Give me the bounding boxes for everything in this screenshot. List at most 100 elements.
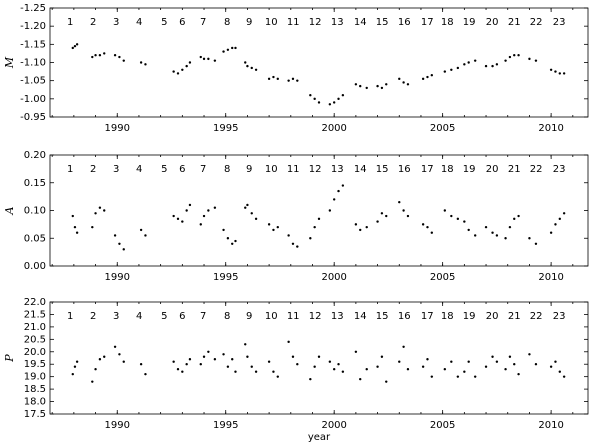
x-tick-label: 1995	[213, 272, 238, 283]
data-point	[296, 79, 299, 82]
data-point	[426, 358, 429, 361]
data-point	[517, 214, 520, 218]
data-point	[73, 365, 77, 368]
data-point	[426, 225, 429, 229]
cycle-label: 2	[90, 311, 96, 322]
data-point	[443, 209, 447, 212]
data-point	[144, 234, 147, 237]
cycle-label: 4	[136, 311, 142, 322]
data-point	[430, 74, 434, 77]
data-point	[287, 234, 290, 237]
data-point	[199, 223, 202, 226]
data-point	[222, 50, 225, 53]
cycle-label: 22	[530, 311, 543, 322]
data-point	[562, 72, 566, 75]
data-point	[398, 77, 401, 81]
data-point	[473, 59, 477, 62]
x-tick-label: 2005	[430, 272, 455, 283]
cycle-label: 10	[265, 311, 278, 322]
data-point	[71, 214, 74, 218]
cycle-label: 23	[553, 164, 566, 175]
data-point	[313, 97, 316, 101]
data-point	[528, 237, 531, 240]
data-point	[430, 231, 434, 234]
cycle-label: 11	[287, 17, 300, 28]
data-point	[188, 358, 192, 361]
data-point	[421, 223, 425, 226]
data-point	[213, 59, 217, 62]
y-tick-label: 21.0	[24, 322, 46, 333]
data-point	[139, 61, 143, 64]
data-point	[113, 345, 117, 348]
data-point	[450, 68, 453, 71]
y-tick-label: 20.5	[24, 334, 46, 345]
data-point	[94, 368, 97, 371]
cycle-label: 7	[200, 17, 206, 28]
data-point	[558, 217, 561, 221]
data-point	[513, 54, 516, 57]
data-point	[317, 355, 321, 358]
data-point	[246, 64, 249, 68]
cycle-label: 12	[309, 311, 322, 322]
data-point	[380, 212, 384, 215]
data-point	[554, 70, 557, 73]
data-point	[246, 203, 249, 207]
data-point	[172, 360, 175, 363]
cycle-label: 10	[265, 164, 278, 175]
cycle-label: 8	[224, 164, 230, 175]
data-point	[118, 353, 121, 356]
data-point	[380, 86, 384, 90]
y-tick-label: -1.15	[20, 39, 46, 50]
data-point	[91, 380, 94, 383]
data-point	[202, 214, 206, 218]
cycle-label: 12	[309, 164, 322, 175]
data-point	[558, 72, 561, 75]
cycle-label: 19	[463, 311, 476, 322]
cycle-label: 19	[463, 17, 476, 28]
y-tick-label: 22.0	[24, 297, 46, 308]
data-point	[562, 375, 566, 378]
data-point	[504, 59, 507, 62]
cycle-label: 18	[441, 164, 454, 175]
data-point	[332, 101, 336, 104]
data-point	[144, 372, 147, 376]
cycle-label: 7	[200, 164, 206, 175]
data-point	[73, 44, 77, 48]
x-tick-label: 1990	[105, 123, 130, 134]
cycle-label: 17	[421, 164, 434, 175]
data-point	[495, 234, 499, 237]
data-point	[332, 368, 336, 371]
data-point	[398, 200, 401, 204]
data-point	[421, 365, 425, 368]
data-point	[207, 350, 210, 353]
data-point	[139, 363, 143, 366]
data-point	[181, 370, 184, 373]
cycle-label: 15	[376, 164, 389, 175]
cycle-label: 5	[161, 17, 167, 28]
data-point	[213, 358, 217, 361]
data-point	[402, 81, 405, 84]
data-point	[534, 242, 538, 245]
cycle-label: 13	[331, 311, 344, 322]
data-point	[188, 61, 192, 64]
data-point	[91, 225, 94, 229]
y-tick-label: 20.0	[24, 347, 46, 358]
cycle-label: 21	[508, 164, 521, 175]
data-point	[272, 228, 275, 232]
x-tick-label: 1990	[105, 272, 130, 283]
data-point	[495, 360, 499, 363]
cycle-label: 3	[113, 17, 119, 28]
data-point	[337, 97, 340, 101]
data-point	[122, 360, 125, 363]
y-tick-label: 18.0	[24, 397, 46, 408]
data-point	[222, 228, 225, 232]
data-point	[113, 234, 117, 237]
cycle-label: 9	[246, 311, 252, 322]
data-point	[473, 234, 477, 237]
data-point	[421, 77, 425, 81]
cycle-label: 18	[441, 17, 454, 28]
data-point	[406, 214, 410, 218]
x-tick-label: 1995	[213, 420, 238, 431]
y-tick-label: -0.95	[20, 112, 46, 123]
